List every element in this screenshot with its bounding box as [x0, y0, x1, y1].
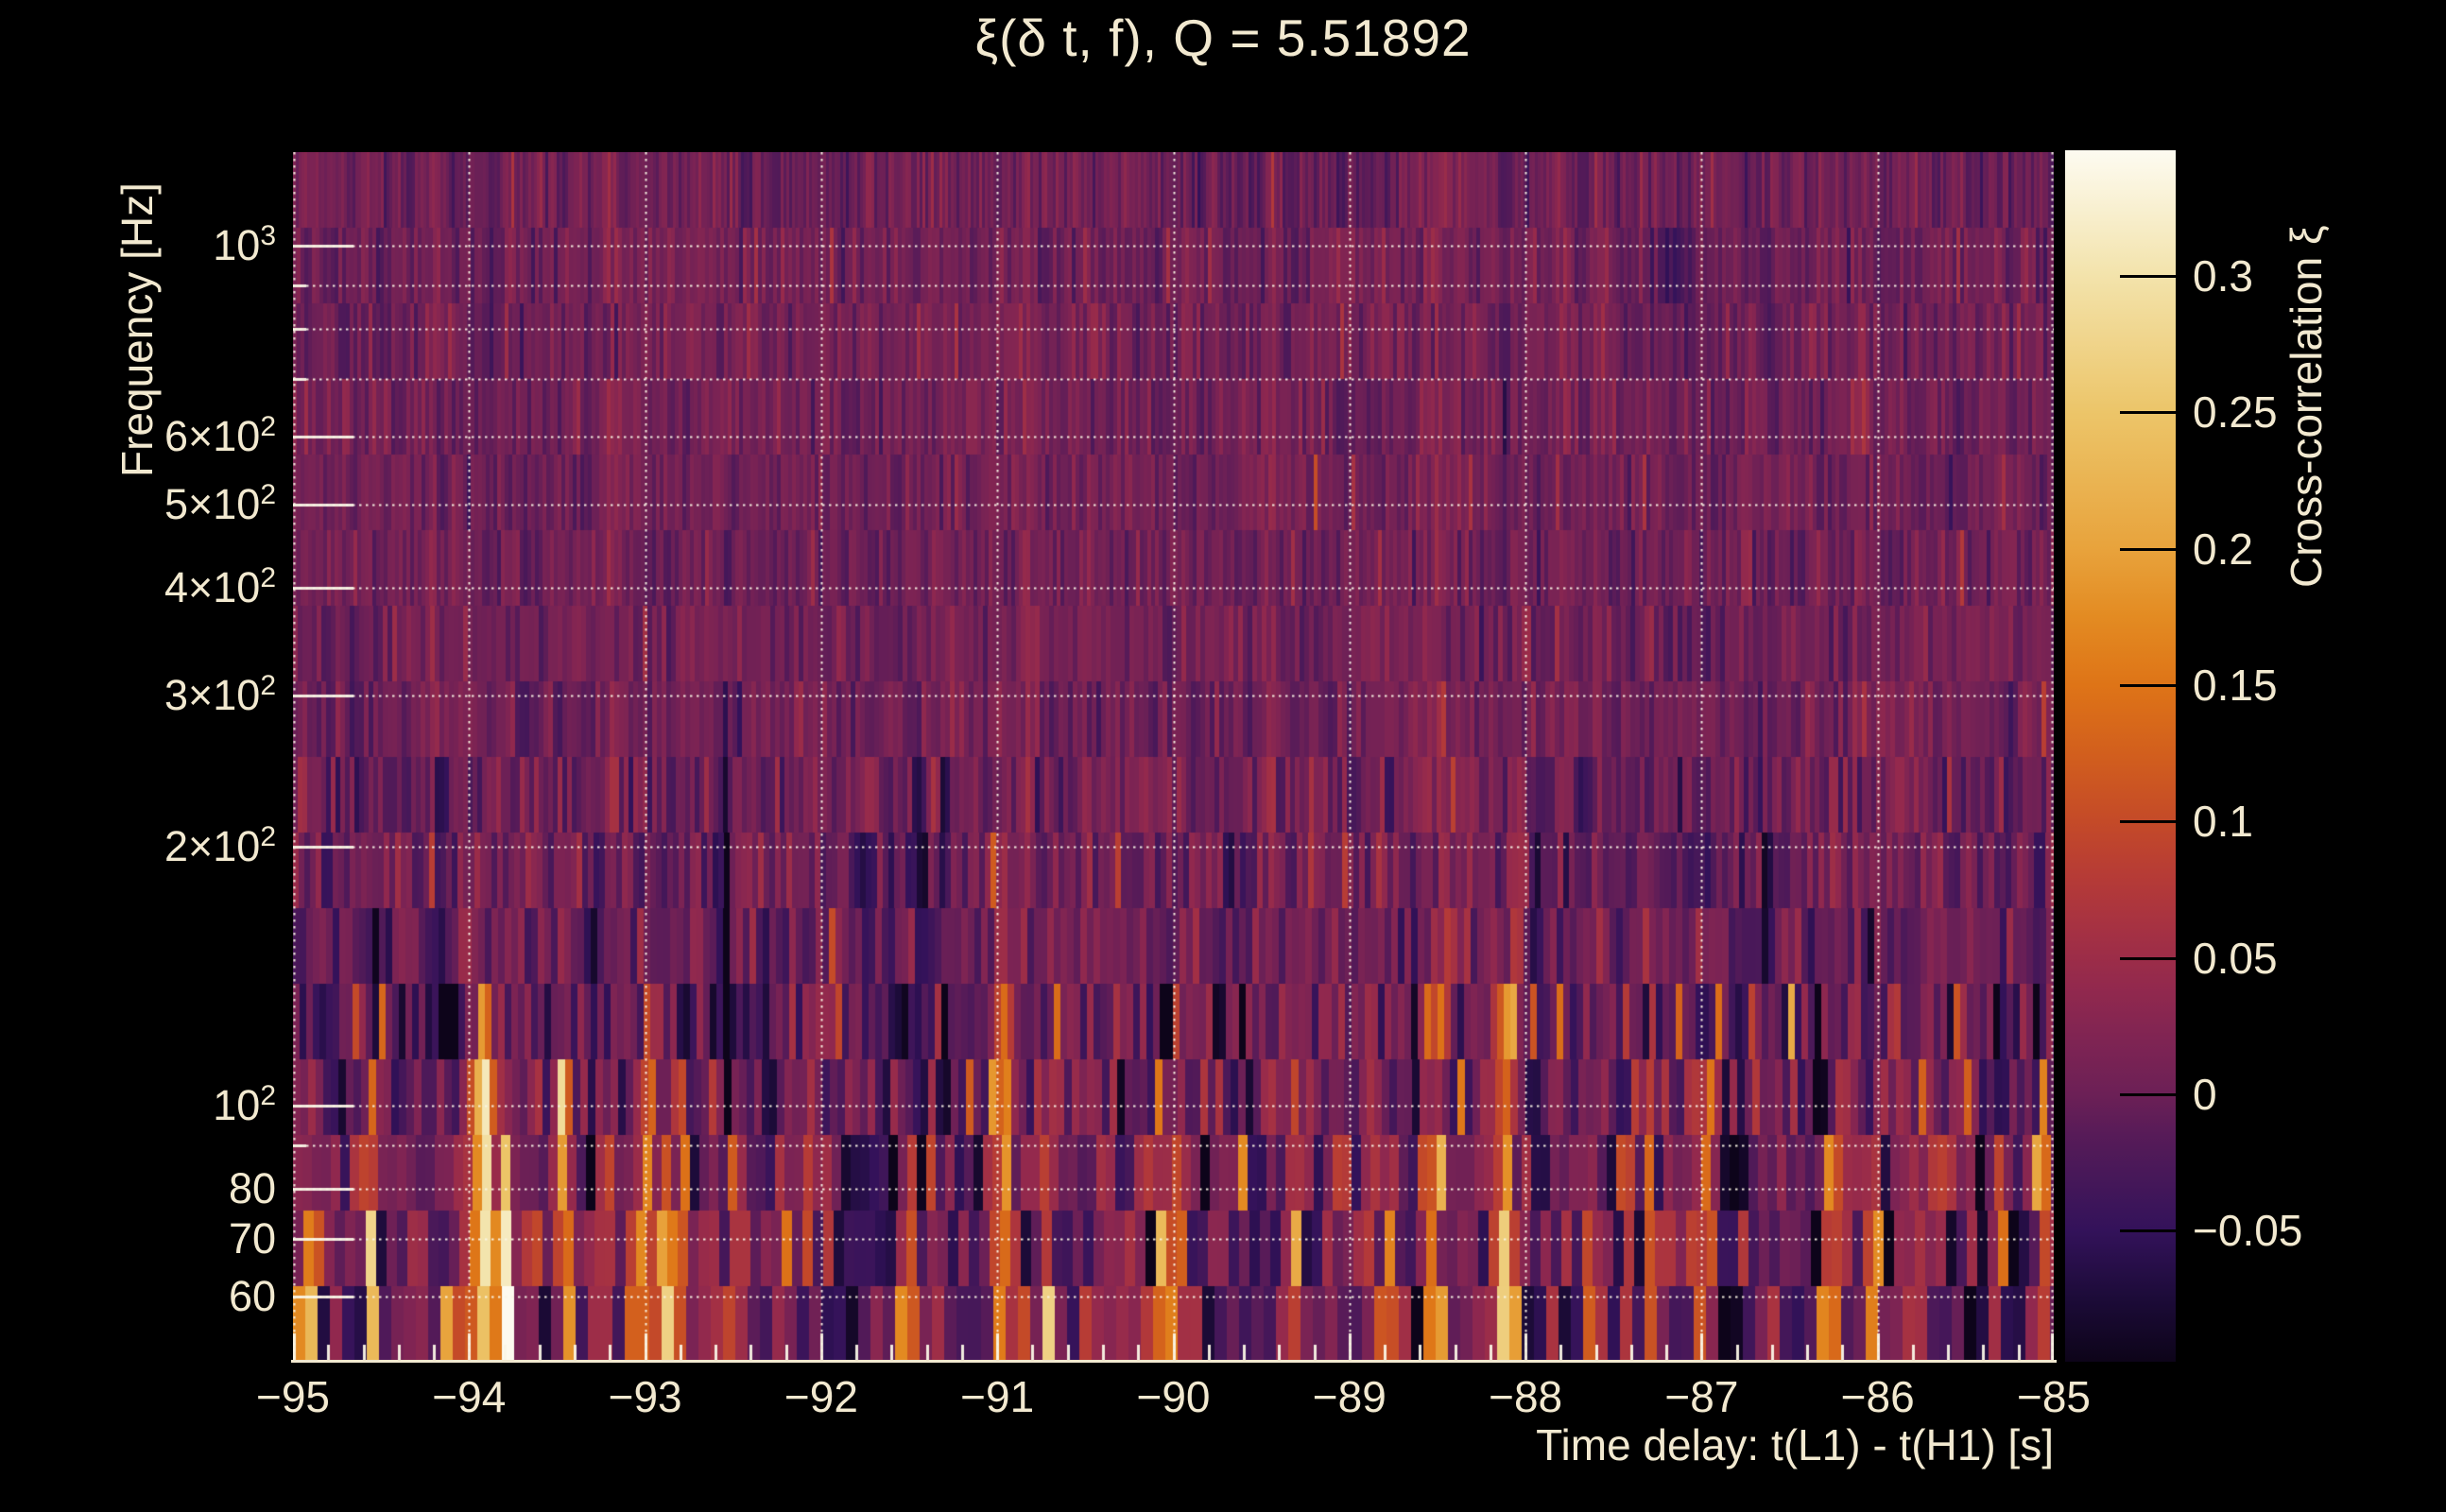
x-tick-label: −95 — [255, 1372, 331, 1421]
colorbar-tick-label: 0.15 — [2193, 660, 2278, 710]
x-tick-label: −90 — [1136, 1372, 1211, 1421]
colorbar-tick-mark — [2120, 956, 2177, 960]
y-tick-label: 6×102 — [164, 411, 276, 460]
colorbar-tick-label: −0.05 — [2193, 1206, 2303, 1256]
colorbar-tick-mark — [2120, 820, 2177, 824]
colorbar-tick-label: 0.1 — [2193, 797, 2253, 847]
x-tick-label: −91 — [960, 1372, 1035, 1421]
y-tick-label: 70 — [228, 1214, 276, 1263]
x-tick-label: −88 — [1489, 1372, 1563, 1421]
colorbar-tick-mark — [2120, 547, 2177, 551]
heatmap-plot — [293, 152, 2054, 1362]
colorbar-tick-label: 0.3 — [2193, 250, 2253, 301]
colorbar-tick-label: 0 — [2193, 1070, 2217, 1120]
x-tick-label: −87 — [1664, 1372, 1739, 1421]
colorbar-tick-mark — [2120, 1093, 2177, 1097]
y-tick-label: 4×102 — [164, 562, 276, 612]
colorbar-tick-mark — [2120, 411, 2177, 415]
x-tick-label: −89 — [1312, 1372, 1387, 1421]
plot-title: ξ(δ t, f), Q = 5.51892 — [974, 9, 1472, 67]
colorbar-tick-mark — [2120, 274, 2177, 278]
y-tick-label: 60 — [228, 1272, 276, 1321]
y-tick-label: 80 — [228, 1164, 276, 1213]
y-tick-label: 2×102 — [164, 821, 276, 871]
y-tick-label: 5×102 — [164, 479, 276, 529]
x-tick-label: −92 — [784, 1372, 858, 1421]
x-tick-label: −94 — [432, 1372, 507, 1421]
y-tick-label: 103 — [213, 220, 276, 270]
colorbar-tick-label: 0.05 — [2193, 933, 2278, 983]
colorbar-tick-label: 0.25 — [2193, 387, 2278, 438]
colorbar-tick-mark — [2120, 1229, 2177, 1233]
y-tick-label: 102 — [213, 1080, 276, 1130]
y-tick-label: 3×102 — [164, 669, 276, 719]
colorbar — [2065, 150, 2176, 1362]
x-axis-title: Time delay: t(L1) - t(H1) [s] — [1536, 1420, 2054, 1469]
x-tick-label: −85 — [2016, 1372, 2092, 1421]
x-tick-label: −93 — [608, 1372, 682, 1421]
colorbar-title: Cross-correlation ξ — [2282, 225, 2331, 588]
colorbar-tick-label: 0.2 — [2193, 524, 2253, 574]
colorbar-tick-mark — [2120, 683, 2177, 687]
x-tick-label: −86 — [1840, 1372, 1915, 1421]
x-axis-line — [291, 1360, 2057, 1363]
